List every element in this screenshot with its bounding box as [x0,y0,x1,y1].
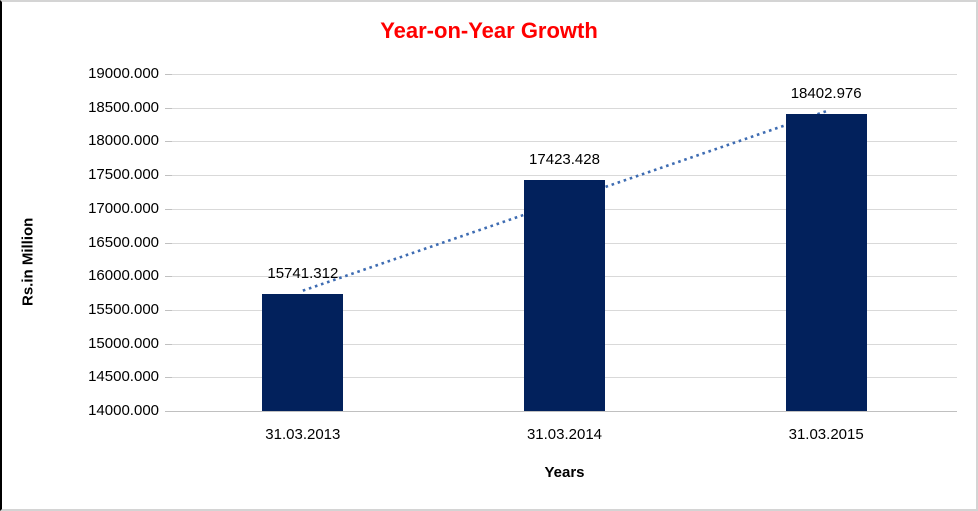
x-axis-tick-label: 31.03.2015 [788,426,864,443]
y-axis-tickmark [165,209,172,210]
y-axis-tick-label: 19000.000 [88,65,159,82]
y-axis-tick-label: 18500.000 [88,99,159,116]
y-axis-tick-label: 14000.000 [88,402,159,419]
bar-31.03.2014 [524,180,605,411]
y-axis-tickmark [165,141,172,142]
y-axis-tick-label: 15000.000 [88,335,159,352]
y-axis-tickmark [165,243,172,244]
y-axis-tick-label: 17500.000 [88,166,159,183]
y-axis-tickmark [165,344,172,345]
y-axis-tick-label: 16500.000 [88,234,159,251]
x-axis-tick-label: 31.03.2013 [265,426,341,443]
y-axis-tick-label: 14500.000 [88,368,159,385]
y-axis-tick-label: 16000.000 [88,267,159,284]
gridline [172,108,957,109]
gridline [172,74,957,75]
bar-data-label: 17423.428 [529,151,600,169]
y-axis-title: Rs.in Million [19,217,37,307]
y-axis-tickmark [165,108,172,109]
x-axis-title: Years [544,464,585,481]
x-axis-line [172,411,957,412]
bar-31.03.2013 [262,293,344,411]
y-axis-tick-label: 18000.000 [88,132,159,149]
x-axis-tick-label: 31.03.2014 [526,426,603,443]
y-axis-tickmark [165,377,172,378]
chart-title: Year-on-Year Growth [380,18,598,43]
y-axis-tickmark [165,411,172,412]
y-axis-tick-label: 15500.000 [88,301,159,318]
y-axis-tick-label: 17000.000 [88,200,159,217]
y-axis-tickmark [165,74,172,75]
bar-31.03.2015 [785,114,867,411]
y-axis-tickmark [165,310,172,311]
y-axis-tickmark [165,276,172,277]
bar-data-label: 15741.312 [267,264,339,282]
bar-data-label: 18402.976 [790,85,862,103]
y-axis-tickmark [165,175,172,176]
